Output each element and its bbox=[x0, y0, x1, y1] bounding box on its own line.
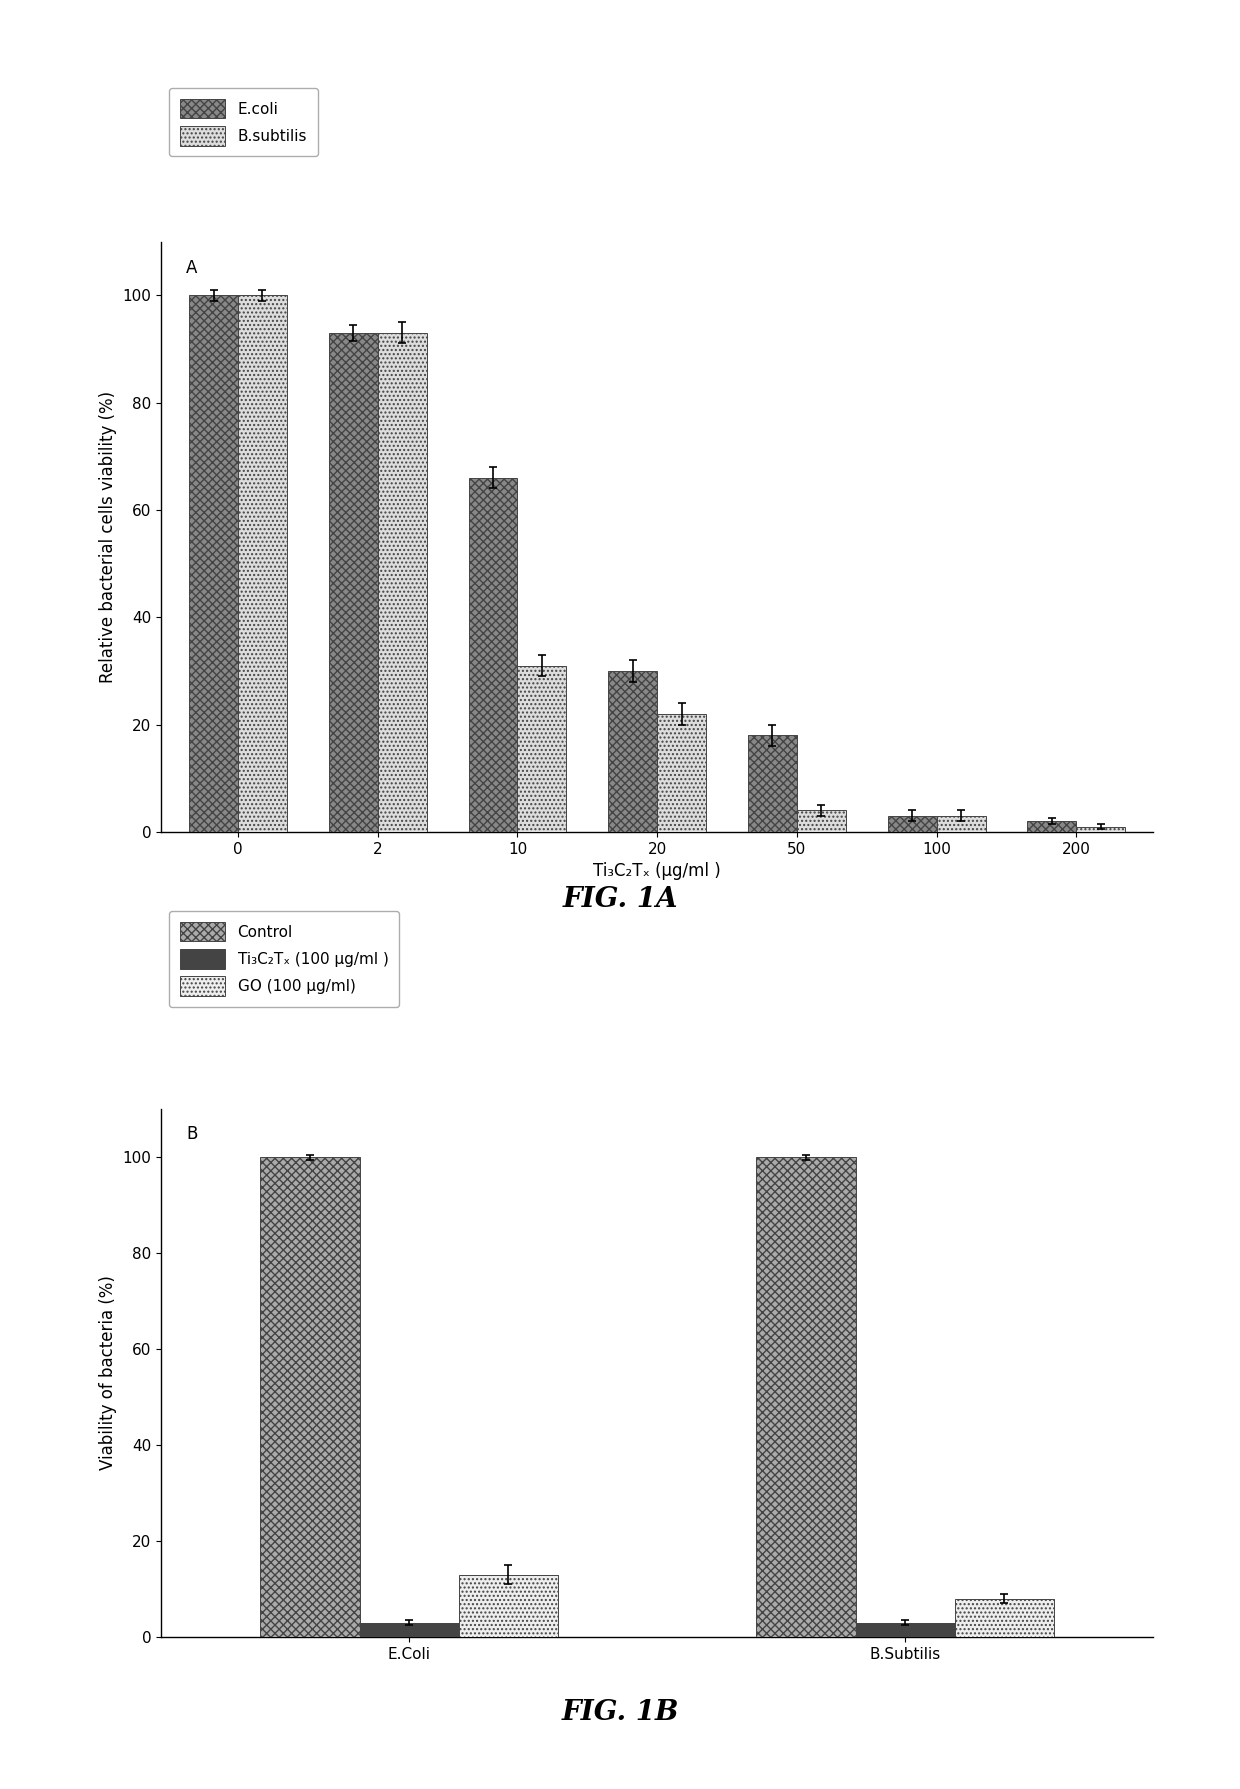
Bar bbox=[378, 333, 427, 832]
Y-axis label: Viability of bacteria (%): Viability of bacteria (%) bbox=[99, 1276, 117, 1471]
Legend: E.coli, B.subtilis: E.coli, B.subtilis bbox=[169, 88, 317, 156]
Bar bbox=[936, 816, 986, 832]
Bar bbox=[797, 810, 846, 832]
Bar bbox=[517, 666, 567, 832]
Text: FIG. 1B: FIG. 1B bbox=[562, 1698, 678, 1726]
Y-axis label: Relative bacterial cells viability (%): Relative bacterial cells viability (%) bbox=[99, 390, 117, 683]
Bar bbox=[360, 1623, 459, 1637]
Bar bbox=[190, 295, 238, 832]
X-axis label: Ti₃C₂Tₓ (μg/ml ): Ti₃C₂Tₓ (μg/ml ) bbox=[593, 862, 722, 880]
Text: A: A bbox=[186, 259, 197, 277]
Bar bbox=[469, 478, 517, 832]
Bar bbox=[748, 735, 797, 832]
Bar bbox=[657, 714, 706, 832]
Bar bbox=[856, 1623, 955, 1637]
Text: B: B bbox=[186, 1125, 197, 1143]
Bar bbox=[238, 295, 286, 832]
Bar bbox=[329, 333, 378, 832]
Bar bbox=[459, 1574, 558, 1637]
Bar bbox=[609, 671, 657, 832]
Bar bbox=[955, 1599, 1054, 1637]
Bar bbox=[260, 1157, 360, 1637]
Bar bbox=[756, 1157, 856, 1637]
Bar bbox=[888, 816, 936, 832]
Text: FIG. 1A: FIG. 1A bbox=[562, 886, 678, 914]
Bar bbox=[1028, 821, 1076, 832]
Legend: Control, Ti₃C₂Tₓ (100 μg/ml ), GO (100 μg/ml): Control, Ti₃C₂Tₓ (100 μg/ml ), GO (100 μ… bbox=[169, 911, 399, 1007]
Bar bbox=[1076, 827, 1125, 832]
